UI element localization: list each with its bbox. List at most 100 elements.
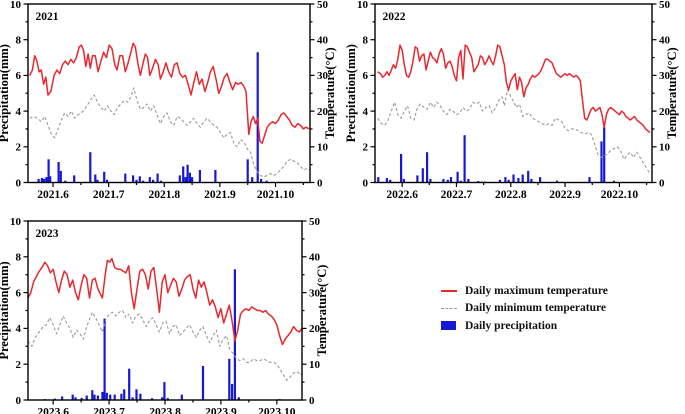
- precip-bar: [37, 178, 40, 183]
- max-temp-line: [377, 44, 651, 134]
- precip-bar: [101, 391, 104, 400]
- legend: Daily maximum temperature Daily minimum …: [441, 282, 608, 335]
- svg-text:8: 8: [363, 35, 369, 47]
- precip-bar: [463, 135, 466, 183]
- svg-text:2021.9: 2021.9: [204, 189, 236, 201]
- precip-bar: [456, 171, 459, 183]
- chart-2023: 0 2 4 6 8 10 0 10 20 30 40 50 2023.6 2023.7 2023.8 2023…: [0, 216, 329, 414]
- precip-bar: [402, 178, 405, 183]
- precip-bar: [188, 172, 191, 183]
- legend-min-temp-label: Daily minimum temperature: [465, 302, 606, 315]
- precip-bar: [389, 179, 392, 183]
- svg-text:30: 30: [309, 287, 321, 299]
- svg-text:2022.7: 2022.7: [441, 189, 473, 201]
- svg-text:0: 0: [309, 395, 315, 407]
- precip-bar: [142, 180, 145, 183]
- panel-year-title: 2022: [383, 11, 406, 23]
- svg-text:8: 8: [16, 252, 22, 264]
- svg-text:2: 2: [16, 142, 22, 154]
- y-axis-title-left: Precipitation(mm): [0, 44, 11, 142]
- svg-text:4: 4: [16, 106, 22, 118]
- precip-bar: [446, 179, 449, 183]
- svg-text:2022.6: 2022.6: [386, 189, 418, 201]
- precip-bar: [105, 179, 109, 183]
- precip-bar: [603, 127, 606, 183]
- precip-bar: [182, 166, 185, 183]
- svg-text:40: 40: [317, 35, 329, 47]
- max-temp-line: [29, 42, 310, 144]
- precip-bar: [429, 178, 432, 183]
- y-axis-title-right: Temperature(°C): [323, 47, 337, 139]
- precip-bar: [109, 394, 112, 400]
- svg-text:10: 10: [659, 142, 671, 154]
- precip-bar: [124, 173, 127, 183]
- precip-bar: [152, 179, 155, 183]
- precip-bar: [96, 179, 99, 183]
- precip-bar: [459, 180, 462, 183]
- precip-bar: [504, 177, 507, 183]
- precip-bar: [539, 177, 542, 183]
- precip-bar: [103, 318, 106, 400]
- precip-bars: [37, 52, 268, 183]
- min-temp-dashed-line-icon: [441, 307, 457, 309]
- svg-text:2022.9: 2022.9: [549, 189, 581, 201]
- precip-bar: [377, 177, 380, 183]
- precip-bar: [45, 177, 48, 183]
- precip-bar: [521, 174, 524, 183]
- axis-ticks: [23, 3, 315, 187]
- svg-text:2: 2: [363, 142, 369, 154]
- svg-text:2023.7: 2023.7: [93, 407, 125, 414]
- legend-max-temp-symbol-wrap: [441, 289, 458, 292]
- precip-bar: [159, 180, 162, 183]
- svg-text:2023.8: 2023.8: [149, 407, 181, 414]
- precip-bar: [442, 178, 445, 183]
- panel-year-title: 2021: [36, 11, 59, 23]
- svg-text:50: 50: [659, 0, 671, 11]
- precip-bar: [148, 177, 151, 183]
- precip-bar: [180, 394, 183, 400]
- precip-bar: [228, 358, 231, 400]
- precip-bar: [57, 162, 60, 183]
- precip-bar: [201, 366, 205, 400]
- precip-bar-icon: [441, 321, 456, 331]
- svg-text:40: 40: [659, 35, 671, 47]
- chart-2021: 0 2 4 6 8 10 0 10 20 30 40 50 2021.6 2021.7 2021.8 2021…: [0, 0, 337, 201]
- y-axis-title-right: Temperature(°C): [665, 47, 679, 139]
- precip-bar: [74, 397, 77, 400]
- svg-text:2023.9: 2023.9: [205, 407, 237, 414]
- svg-text:0: 0: [16, 395, 22, 407]
- precip-bar: [132, 175, 135, 183]
- plot-box: [27, 3, 311, 184]
- precip-bar: [105, 392, 108, 400]
- chart-2022: 0 2 4 6 8 10 0 10 20 30 40 50 2022.6 2022.7 2022.8 2022…: [344, 0, 679, 201]
- precip-bar: [138, 176, 141, 183]
- precip-bar: [251, 177, 254, 183]
- precip-bar: [113, 394, 116, 400]
- svg-text:8: 8: [16, 35, 22, 47]
- precip-bar: [139, 393, 142, 400]
- precip-bar: [43, 178, 46, 183]
- svg-text:6: 6: [16, 287, 22, 299]
- precip-bar: [191, 177, 194, 183]
- svg-text:2023.10: 2023.10: [258, 407, 296, 414]
- svg-text:50: 50: [317, 0, 329, 11]
- panel-year-title: 2023: [36, 228, 59, 240]
- precip-bar: [400, 153, 403, 183]
- precip-bar: [600, 141, 603, 183]
- precip-bar: [426, 152, 429, 183]
- precip-bar: [517, 178, 520, 183]
- precip-bar: [467, 178, 470, 183]
- svg-text:2023.6: 2023.6: [37, 407, 69, 414]
- svg-text:4: 4: [363, 106, 369, 118]
- precip-bar: [85, 395, 88, 400]
- svg-text:2021.7: 2021.7: [93, 189, 125, 201]
- precip-bar: [49, 176, 52, 183]
- svg-text:4: 4: [16, 323, 22, 335]
- precip-bar: [53, 398, 56, 400]
- precip-bar: [512, 174, 515, 183]
- svg-text:10: 10: [317, 142, 329, 154]
- precip-bar: [530, 178, 533, 183]
- precip-bar: [128, 368, 131, 400]
- precip-bar: [94, 174, 97, 183]
